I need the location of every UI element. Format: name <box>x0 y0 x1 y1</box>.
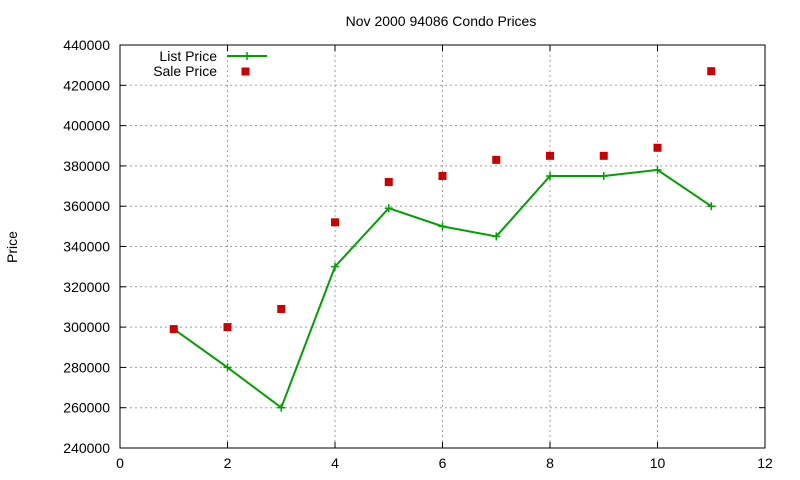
legend-label-sale-price: Sale Price <box>153 63 217 79</box>
x-tick-label: 0 <box>116 455 124 471</box>
list-price-point <box>653 165 662 174</box>
sale-price-point <box>492 155 501 164</box>
legend-marker-list-price <box>243 52 251 60</box>
list-price-point <box>331 262 339 271</box>
sale-price-point <box>546 151 554 160</box>
list-price-point <box>277 403 286 412</box>
sale-price-point <box>438 171 447 180</box>
y-tick-label: 360000 <box>63 198 110 214</box>
x-tick-label: 8 <box>546 455 554 471</box>
x-tick-label: 10 <box>650 455 666 471</box>
list-price-point <box>492 232 501 241</box>
x-tick-labels: 0 2 4 6 8 10 12 <box>116 455 773 471</box>
sale-price-point <box>169 325 178 334</box>
x-tick-label: 12 <box>757 455 773 471</box>
sale-price-point <box>277 304 286 313</box>
y-tick-label: 260000 <box>63 400 110 416</box>
list-price-point <box>599 171 608 180</box>
list-price-point <box>223 363 232 372</box>
y-tick-label: 400000 <box>63 118 110 134</box>
sale-price-point <box>223 323 232 332</box>
list-price-point <box>546 171 554 180</box>
y-tick-label: 240000 <box>63 440 110 456</box>
list-price-point <box>438 222 447 231</box>
y-tick-label: 420000 <box>63 77 110 93</box>
y-tick-label: 380000 <box>63 158 110 174</box>
x-tick-label: 4 <box>331 455 339 471</box>
x-tick-label: 6 <box>439 455 447 471</box>
sale-price-point <box>707 67 716 76</box>
y-tick-label: 340000 <box>63 239 110 255</box>
legend: List Price Sale Price <box>153 48 267 79</box>
y-tick-label: 320000 <box>63 279 110 295</box>
y-tick-label: 300000 <box>63 319 110 335</box>
x-tick-label: 2 <box>224 455 232 471</box>
axis-ticks <box>119 44 766 449</box>
list-price-point <box>707 202 716 211</box>
legend-label-list-price: List Price <box>159 48 217 64</box>
grid <box>120 45 765 448</box>
sale-price-point <box>599 151 608 160</box>
legend-marker-sale-price <box>241 67 250 76</box>
y-axis-label: Price <box>4 231 20 263</box>
list-price-point <box>384 204 393 213</box>
y-tick-label: 440000 <box>63 37 110 53</box>
y-tick-label: 280000 <box>63 359 110 375</box>
y-tick-labels: 240000 260000 280000 300000 320000 340000 3600… <box>63 37 110 456</box>
series <box>169 67 716 412</box>
chart-title: Nov 2000 94086 Condo Prices <box>346 13 537 29</box>
sale-price-point <box>331 218 339 227</box>
sale-price-point <box>384 178 393 187</box>
sale-price-point <box>653 143 662 152</box>
